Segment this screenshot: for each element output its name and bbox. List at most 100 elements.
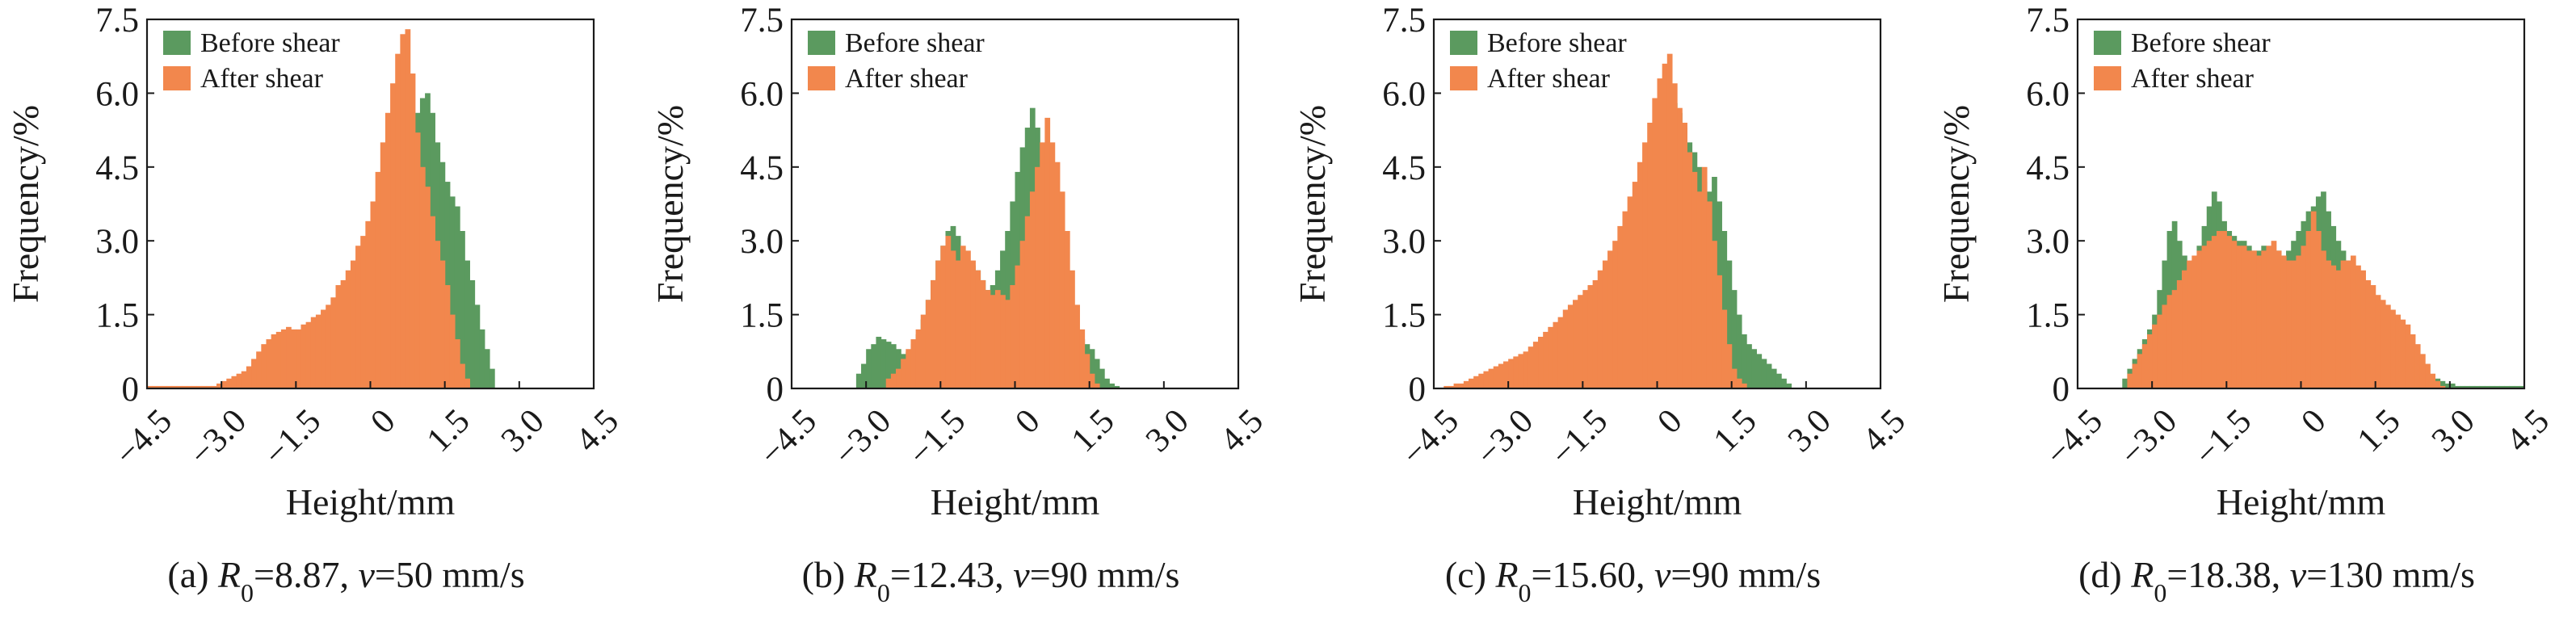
caption-part: =18.38, bbox=[2166, 554, 2289, 595]
histogram-bar bbox=[880, 339, 887, 388]
histogram-bar bbox=[2435, 380, 2441, 388]
caption-part: v bbox=[1654, 554, 1671, 595]
caption-part: =12.43, bbox=[890, 554, 1013, 595]
legend-label: After shear bbox=[845, 64, 969, 94]
chart-panel-c: 01.53.04.56.07.5−4.5 −3.0 −1.5 0 1.5 3.0 4.5He… bbox=[1292, 2, 1913, 607]
histogram-bar bbox=[460, 231, 465, 388]
histogram-bar bbox=[1508, 359, 1514, 388]
histogram-bar bbox=[940, 246, 947, 388]
histogram-bar bbox=[890, 373, 897, 388]
histogram-bar bbox=[335, 285, 342, 388]
legend-swatch bbox=[2094, 31, 2121, 55]
histogram-bar bbox=[2201, 246, 2208, 388]
histogram-bar bbox=[1044, 117, 1051, 388]
histogram-bar bbox=[2286, 260, 2292, 388]
y-tick-label: 0 bbox=[122, 371, 140, 409]
legend-label: Before shear bbox=[2131, 28, 2271, 58]
series-after-shear bbox=[147, 29, 470, 389]
histogram-bar bbox=[1015, 265, 1021, 388]
histogram-bar bbox=[1677, 107, 1683, 388]
histogram-bar bbox=[2454, 385, 2460, 388]
histogram-bar bbox=[2444, 383, 2451, 388]
caption-part: =50 mm/s bbox=[375, 554, 525, 595]
histogram-bar bbox=[206, 385, 212, 388]
histogram-bar bbox=[906, 349, 912, 388]
histogram-bar bbox=[370, 201, 376, 388]
histogram-bar bbox=[449, 314, 456, 388]
histogram-bar bbox=[1751, 349, 1757, 388]
histogram-bar bbox=[861, 363, 867, 388]
histogram-bar bbox=[460, 363, 465, 388]
histogram-bar bbox=[1557, 317, 1564, 388]
panel-caption: (c) R0=15.60, v=90 mm/s bbox=[1445, 554, 1821, 607]
histogram-bar bbox=[2196, 250, 2203, 388]
histogram-bar bbox=[439, 260, 446, 388]
histogram-bar bbox=[2326, 260, 2331, 388]
histogram-bar bbox=[1746, 344, 1752, 388]
histogram-bar bbox=[975, 270, 981, 388]
histogram-bar bbox=[901, 359, 906, 388]
histogram-bar bbox=[1706, 201, 1712, 388]
histogram-bar bbox=[2147, 334, 2153, 388]
y-tick-label: 0 bbox=[2053, 371, 2070, 409]
histogram-bar bbox=[1731, 290, 1738, 388]
histogram-bar bbox=[414, 132, 421, 388]
histogram-bar bbox=[2519, 385, 2525, 388]
histogram-bar bbox=[1562, 309, 1569, 388]
histogram-bar bbox=[896, 368, 901, 388]
histogram-bar bbox=[2296, 255, 2302, 388]
histogram-bar bbox=[2390, 309, 2396, 388]
histogram-bar bbox=[1642, 142, 1648, 388]
histogram-bar bbox=[1523, 351, 1529, 388]
caption-part: (d) bbox=[2078, 554, 2131, 595]
histogram-bar bbox=[1029, 191, 1036, 388]
y-tick-label: 1.5 bbox=[95, 297, 139, 335]
histogram-bar bbox=[1775, 373, 1782, 388]
histogram-bar bbox=[910, 339, 917, 388]
histogram-bar bbox=[2280, 255, 2287, 388]
histogram-bar bbox=[2217, 231, 2222, 388]
histogram-bar bbox=[2291, 260, 2297, 388]
caption-part: R bbox=[854, 554, 877, 595]
histogram-bar bbox=[2414, 344, 2421, 388]
histogram-bar bbox=[464, 260, 470, 388]
histogram-bar bbox=[1089, 349, 1095, 388]
histogram-bar bbox=[425, 187, 431, 388]
chart-panel-d: 01.53.04.56.07.5−4.5 −3.0 −1.5 0 1.5 3.0 4.5He… bbox=[1935, 2, 2557, 607]
histogram-bar bbox=[395, 53, 401, 389]
histogram-bar bbox=[1736, 314, 1742, 388]
histogram-bar bbox=[1647, 122, 1653, 388]
histogram-bar bbox=[925, 300, 931, 388]
x-axis-label: Height/mm bbox=[931, 481, 1100, 523]
legend-label: After shear bbox=[200, 64, 324, 94]
series-after-shear bbox=[885, 117, 1100, 389]
histogram-bar bbox=[484, 349, 490, 388]
caption-part: 0 bbox=[1519, 578, 1532, 607]
panel-caption: (a) R0=8.87, v=50 mm/s bbox=[167, 554, 524, 607]
histogram-bar bbox=[2489, 385, 2495, 388]
histogram-bar bbox=[171, 385, 178, 388]
histogram-bar bbox=[1701, 166, 1708, 389]
legend-label: After shear bbox=[2131, 64, 2255, 94]
y-tick-label: 4.5 bbox=[1382, 149, 1426, 187]
histogram-bar bbox=[201, 385, 208, 388]
histogram-bar bbox=[2469, 385, 2476, 388]
histogram-bar bbox=[2261, 250, 2267, 388]
caption-part: R bbox=[2130, 554, 2154, 595]
y-tick-label: 7.5 bbox=[2026, 2, 2070, 40]
histogram-bar bbox=[955, 260, 961, 388]
histogram-bar bbox=[1448, 385, 1455, 388]
histogram-bar bbox=[2122, 378, 2128, 388]
histogram-bar bbox=[2305, 231, 2312, 388]
histogram-bar bbox=[2439, 380, 2446, 388]
histogram-bar bbox=[2360, 270, 2366, 388]
histogram-bar bbox=[1736, 378, 1742, 388]
histogram-bar bbox=[2380, 300, 2386, 388]
histogram-bar bbox=[2211, 236, 2217, 388]
histogram-bar bbox=[2176, 279, 2183, 388]
series-after-shear bbox=[2127, 211, 2446, 388]
histogram-bar bbox=[1059, 191, 1065, 388]
histogram-bar bbox=[1000, 295, 1006, 388]
histogram-bar bbox=[1543, 331, 1549, 388]
histogram-bar bbox=[1513, 356, 1519, 388]
